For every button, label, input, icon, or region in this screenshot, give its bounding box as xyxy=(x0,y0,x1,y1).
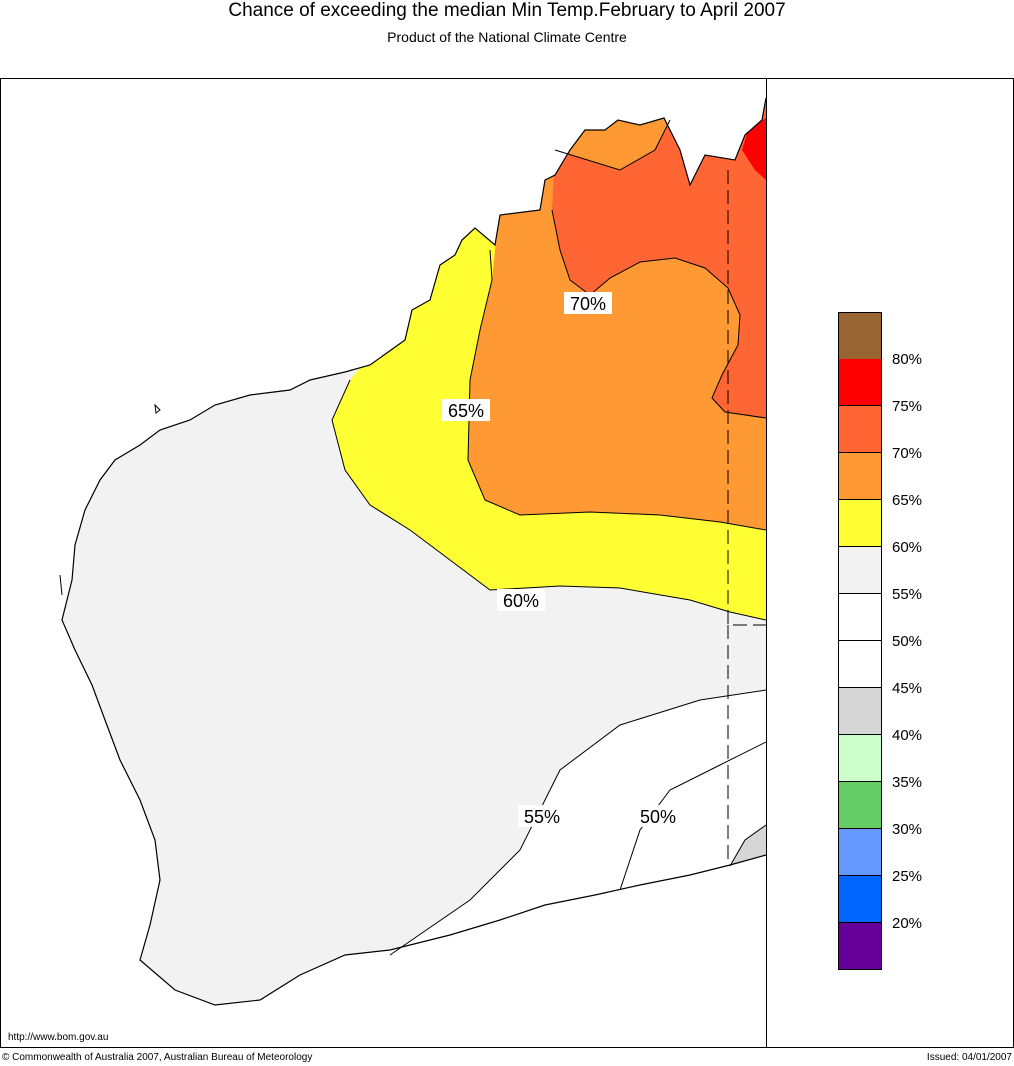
legend-swatch xyxy=(838,876,882,923)
copyright-notice: © Commonwealth of Australia 2007, Austra… xyxy=(2,1052,313,1063)
contour-label-50-bg xyxy=(634,805,682,827)
contour-label-70: 70% xyxy=(570,294,606,314)
legend-swatch xyxy=(838,829,882,876)
contour-60 xyxy=(331,379,766,621)
legend-label: 70% xyxy=(892,445,923,462)
contour-label-55-bg xyxy=(518,805,566,827)
legend-swatch xyxy=(838,359,882,406)
legend-swatch xyxy=(838,312,882,360)
contour-label-60-bg xyxy=(497,589,545,611)
contour-65 xyxy=(467,249,766,531)
legend-label: 55% xyxy=(892,586,923,603)
region-70-75 xyxy=(552,98,766,418)
legend-label: 75% xyxy=(892,398,923,415)
region-40-45 xyxy=(730,825,766,866)
issued-date: Issued: 04/01/2007 xyxy=(926,1052,1012,1063)
island-outline-west xyxy=(59,574,63,596)
contour-label-65-bg xyxy=(442,399,490,421)
legend-swatch xyxy=(838,641,882,688)
legend-label: 20% xyxy=(892,915,923,932)
contour-label-group: 70% 65% 60% 55% 50% xyxy=(442,292,682,827)
legend-divider xyxy=(766,78,767,1047)
legend-swatch xyxy=(838,594,882,641)
legend-label: 35% xyxy=(892,774,923,791)
contour-lines xyxy=(331,119,766,956)
contour-label-70-bg xyxy=(564,292,612,314)
contour-45 xyxy=(729,824,766,867)
legend-label: 25% xyxy=(892,868,923,885)
coastline xyxy=(61,97,766,1006)
region-above-75 xyxy=(742,118,766,180)
legend-label: 50% xyxy=(892,633,923,650)
legend-label: 40% xyxy=(892,727,923,744)
contour-label-60: 60% xyxy=(503,591,539,611)
contour-70-north xyxy=(554,119,671,171)
contour-55 xyxy=(389,689,766,956)
map-canvas: 70% 65% 60% 55% 50% xyxy=(59,97,766,1006)
map-subtitle: Product of the National Climate Centre xyxy=(387,29,627,45)
probability-regions xyxy=(62,98,766,1005)
legend-swatch xyxy=(838,500,882,547)
legend-label: 65% xyxy=(892,492,923,509)
legend-label: 30% xyxy=(892,821,923,838)
legend-swatch xyxy=(838,923,882,970)
legend-swatch xyxy=(838,547,882,594)
legend-label: 80% xyxy=(892,351,923,368)
contour-label-55: 55% xyxy=(524,807,560,827)
contour-70 xyxy=(551,209,766,419)
legend-label: 60% xyxy=(892,539,923,556)
legend-swatch xyxy=(838,782,882,829)
contour-label-50: 50% xyxy=(640,807,676,827)
legend-swatch xyxy=(838,406,882,453)
website-link[interactable]: http://www.bom.gov.au xyxy=(8,1032,109,1043)
island-outline xyxy=(154,403,161,414)
map-title: Chance of exceeding the median Min Temp.… xyxy=(228,0,786,21)
legend-label: 45% xyxy=(892,680,923,697)
contour-label-65: 65% xyxy=(448,401,484,421)
legend-swatch xyxy=(838,688,882,735)
contour-50 xyxy=(619,741,766,891)
legend-swatch xyxy=(838,735,882,782)
state-border xyxy=(727,170,766,866)
legend-swatch xyxy=(838,453,882,500)
